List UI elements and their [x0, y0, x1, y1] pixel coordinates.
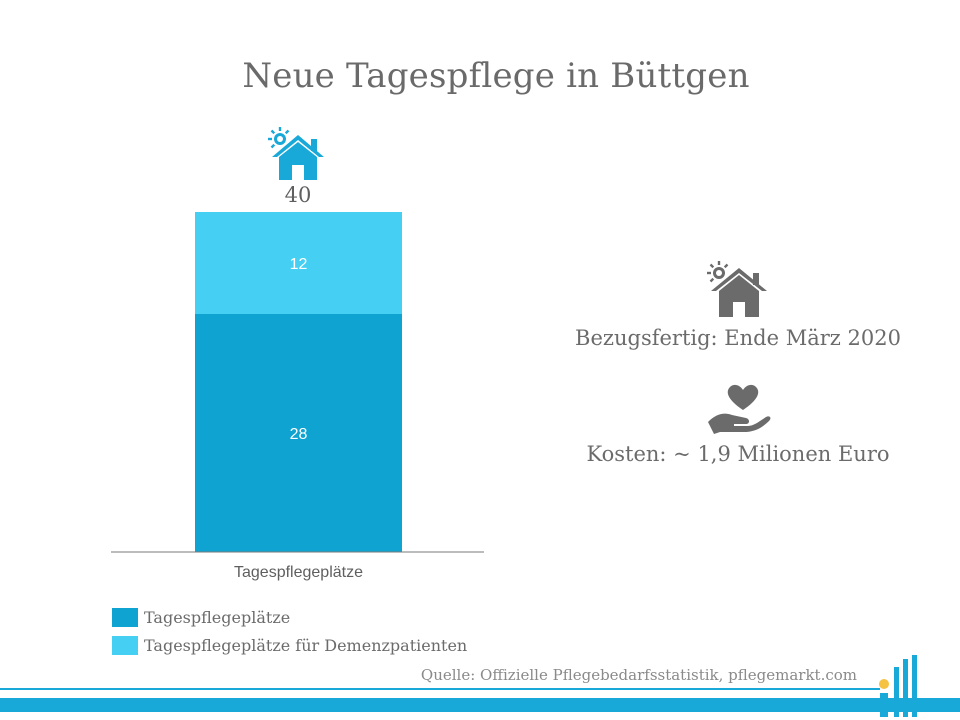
heart-hand-icon [708, 384, 771, 434]
bar-segment [195, 314, 402, 552]
legend-item: Tagespflegeplätze für Demenzpatienten [112, 633, 467, 657]
footer-stripes [0, 688, 960, 712]
legend-item: Tagespflegeplätze [112, 605, 467, 629]
x-tick-labels: Tagespflegeplätze [234, 564, 363, 581]
house-sun-icon [268, 127, 324, 180]
legend-swatch [112, 635, 138, 655]
legend-label: Tagespflegeplätze [144, 607, 291, 627]
legend: Tagespflegeplätze Tagespflegeplätze für … [112, 605, 467, 661]
source-text: Quelle: Offizielle Pflegebedarfsstatisti… [420, 666, 857, 684]
chart-title: Neue Tagespflege in Büttgen [242, 56, 750, 96]
house-sun-icon [707, 261, 767, 317]
legend-label: Tagespflegeplätze für Demenzpatienten [144, 635, 468, 655]
x-tick-label: Tagespflegeplätze [234, 564, 363, 581]
cost-info: Kosten: ~ 1,9 Milionen Euro [540, 442, 936, 466]
legend-swatch [112, 607, 138, 627]
cost-text: Kosten: ~ 1,9 Milionen Euro [586, 442, 890, 466]
bars-group: 28 12 [195, 212, 402, 552]
data-label: 28 [290, 426, 308, 443]
ready-text: Bezugsfertig: Ende März 2020 [575, 326, 901, 350]
bar-segment [195, 212, 402, 314]
data-label: 12 [290, 256, 308, 273]
ready-info: Bezugsfertig: Ende März 2020 [540, 326, 936, 350]
total-label: 40 [285, 183, 312, 207]
